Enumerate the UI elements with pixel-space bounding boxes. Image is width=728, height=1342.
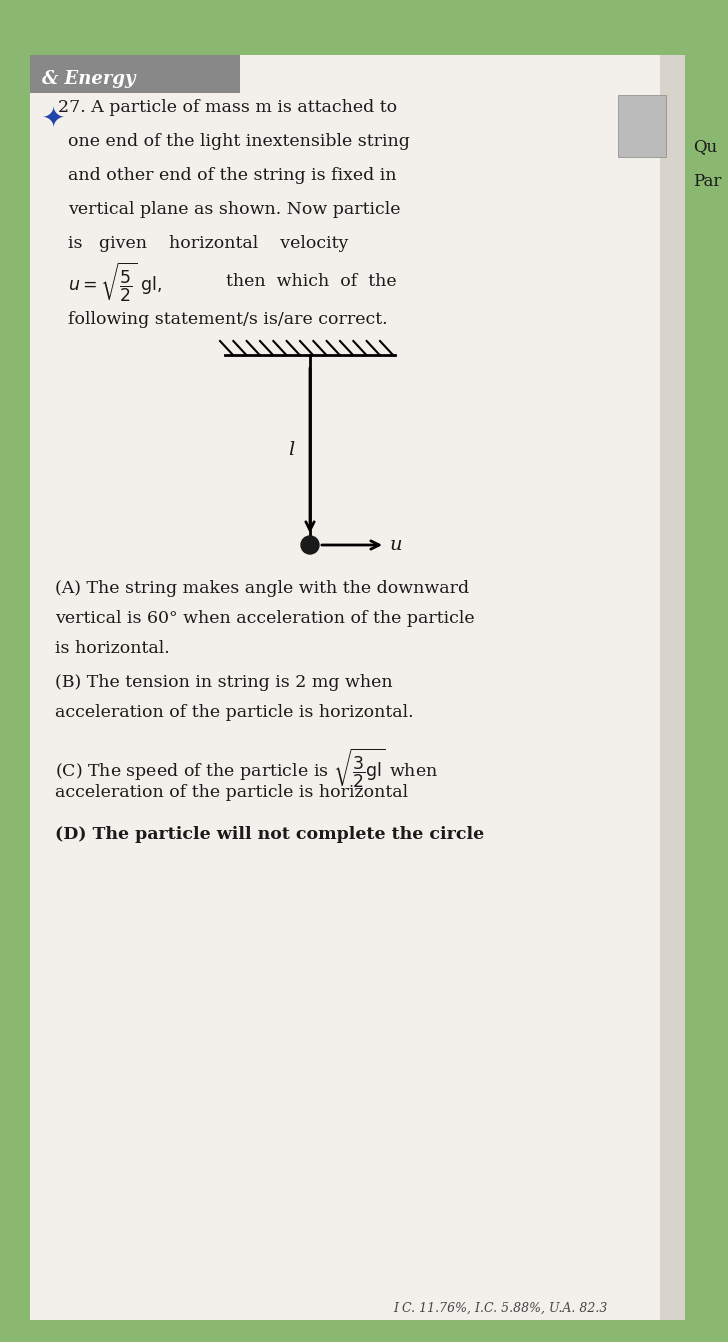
Text: (B) The tension in string is 2 mg when: (B) The tension in string is 2 mg when <box>55 674 392 691</box>
Text: & Energy: & Energy <box>42 70 135 89</box>
Text: acceleration of the particle is horizontal: acceleration of the particle is horizont… <box>55 784 408 801</box>
Text: u: u <box>390 535 403 554</box>
Text: l: l <box>288 442 294 459</box>
Text: one end of the light inextensible string: one end of the light inextensible string <box>68 133 410 150</box>
Text: Par: Par <box>693 173 721 189</box>
Bar <box>618 95 666 157</box>
Text: is   given    horizontal    velocity: is given horizontal velocity <box>68 235 349 252</box>
FancyBboxPatch shape <box>30 55 240 93</box>
Text: and other end of the string is fixed in: and other end of the string is fixed in <box>68 168 397 184</box>
Circle shape <box>301 535 319 554</box>
Text: vertical plane as shown. Now particle: vertical plane as shown. Now particle <box>68 201 400 219</box>
Text: Qu: Qu <box>693 138 717 156</box>
Text: (C) The speed of the particle is $\sqrt{\dfrac{3}{2}\mathrm{gl}}$ when: (C) The speed of the particle is $\sqrt{… <box>55 746 438 790</box>
Bar <box>660 55 685 1321</box>
Text: (A) The string makes angle with the downward: (A) The string makes angle with the down… <box>55 580 469 597</box>
Text: 27. A particle of mass m is attached to: 27. A particle of mass m is attached to <box>58 99 397 117</box>
Text: following statement/s is/are correct.: following statement/s is/are correct. <box>68 311 387 329</box>
Text: ✦: ✦ <box>42 103 66 132</box>
Bar <box>30 55 685 1321</box>
Text: is horizontal.: is horizontal. <box>55 640 170 658</box>
Text: acceleration of the particle is horizontal.: acceleration of the particle is horizont… <box>55 705 414 721</box>
Bar <box>685 0 728 1342</box>
Bar <box>0 0 30 1342</box>
Text: (D) The particle will not complete the circle: (D) The particle will not complete the c… <box>55 825 484 843</box>
Text: vertical is 60° when acceleration of the particle: vertical is 60° when acceleration of the… <box>55 611 475 627</box>
Text: $u = \sqrt{\dfrac{5}{2}}\ \mathrm{gl},$: $u = \sqrt{\dfrac{5}{2}}\ \mathrm{gl},$ <box>68 260 162 305</box>
Text: then  which  of  the: then which of the <box>215 274 397 290</box>
Text: I C. 11.76%, I.C. 5.88%, U.A. 82.3: I C. 11.76%, I.C. 5.88%, U.A. 82.3 <box>393 1302 607 1315</box>
